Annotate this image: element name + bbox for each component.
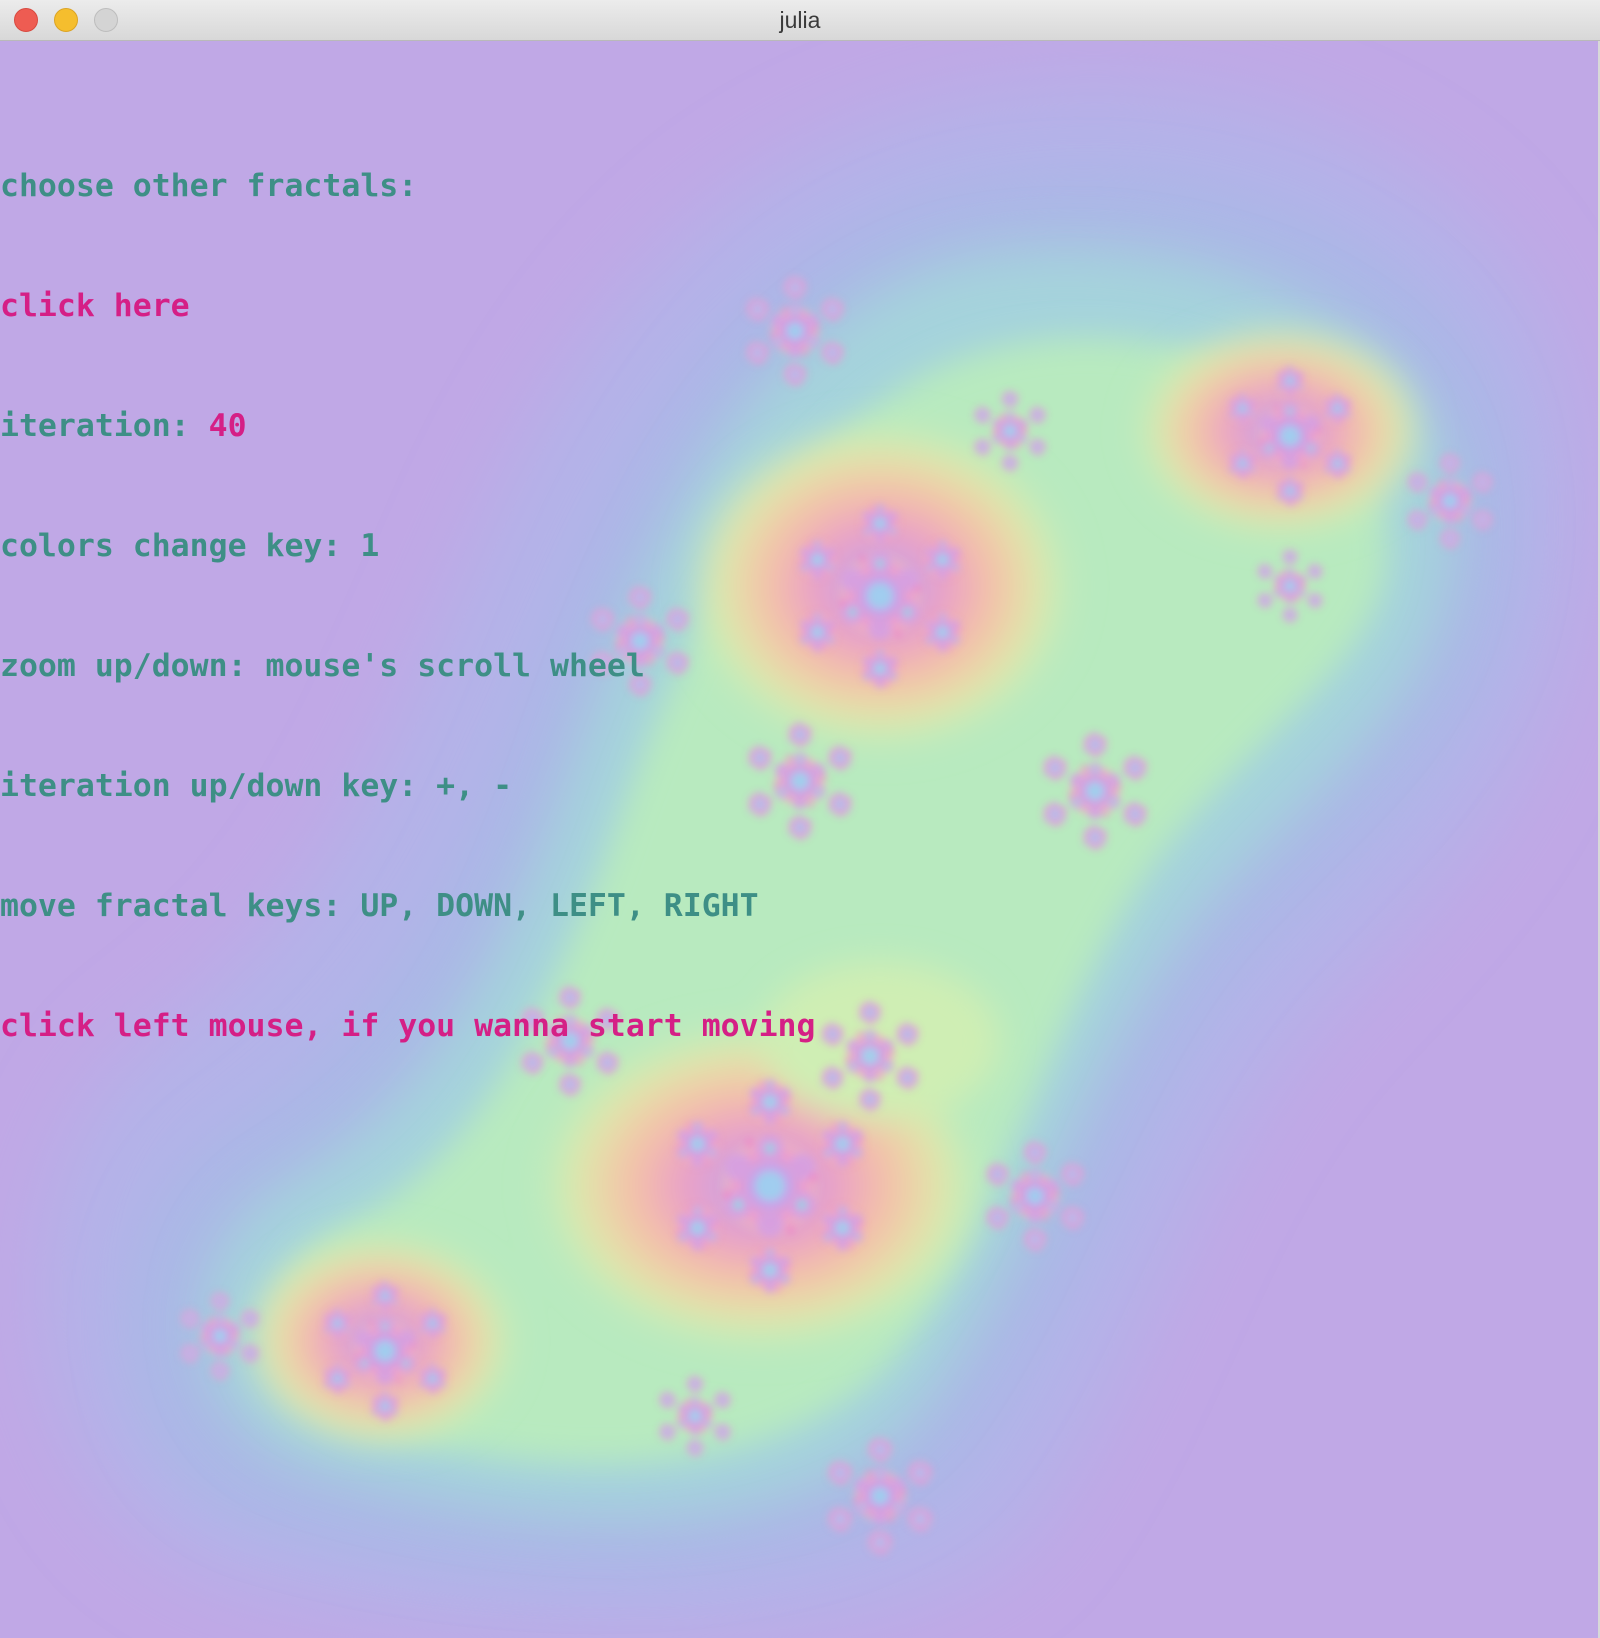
move-mouse-hint: click left mouse, if you wanna start mov… xyxy=(0,1006,815,1046)
zoom-hint: zoom up/down: mouse's scroll wheel xyxy=(0,646,815,686)
iteration-readout: iteration: 40 xyxy=(0,406,815,446)
iteration-keys-hint: iteration up/down key: +, - xyxy=(0,766,815,806)
iteration-value: 40 xyxy=(209,408,247,444)
colors-change-hint: colors change key: 1 xyxy=(0,526,815,566)
click-here-link[interactable]: click here xyxy=(0,286,815,326)
help-overlay: choose other fractals: click here iterat… xyxy=(0,86,815,1126)
iteration-label: iteration: xyxy=(0,408,209,444)
window-title: julia xyxy=(0,7,1600,34)
choose-fractals-label: choose other fractals: xyxy=(0,166,815,206)
fractal-canvas[interactable]: choose other fractals: click here iterat… xyxy=(0,41,1600,1638)
move-keys-hint: move fractal keys: UP, DOWN, LEFT, RIGHT xyxy=(0,886,815,926)
title-bar[interactable]: julia xyxy=(0,0,1600,41)
